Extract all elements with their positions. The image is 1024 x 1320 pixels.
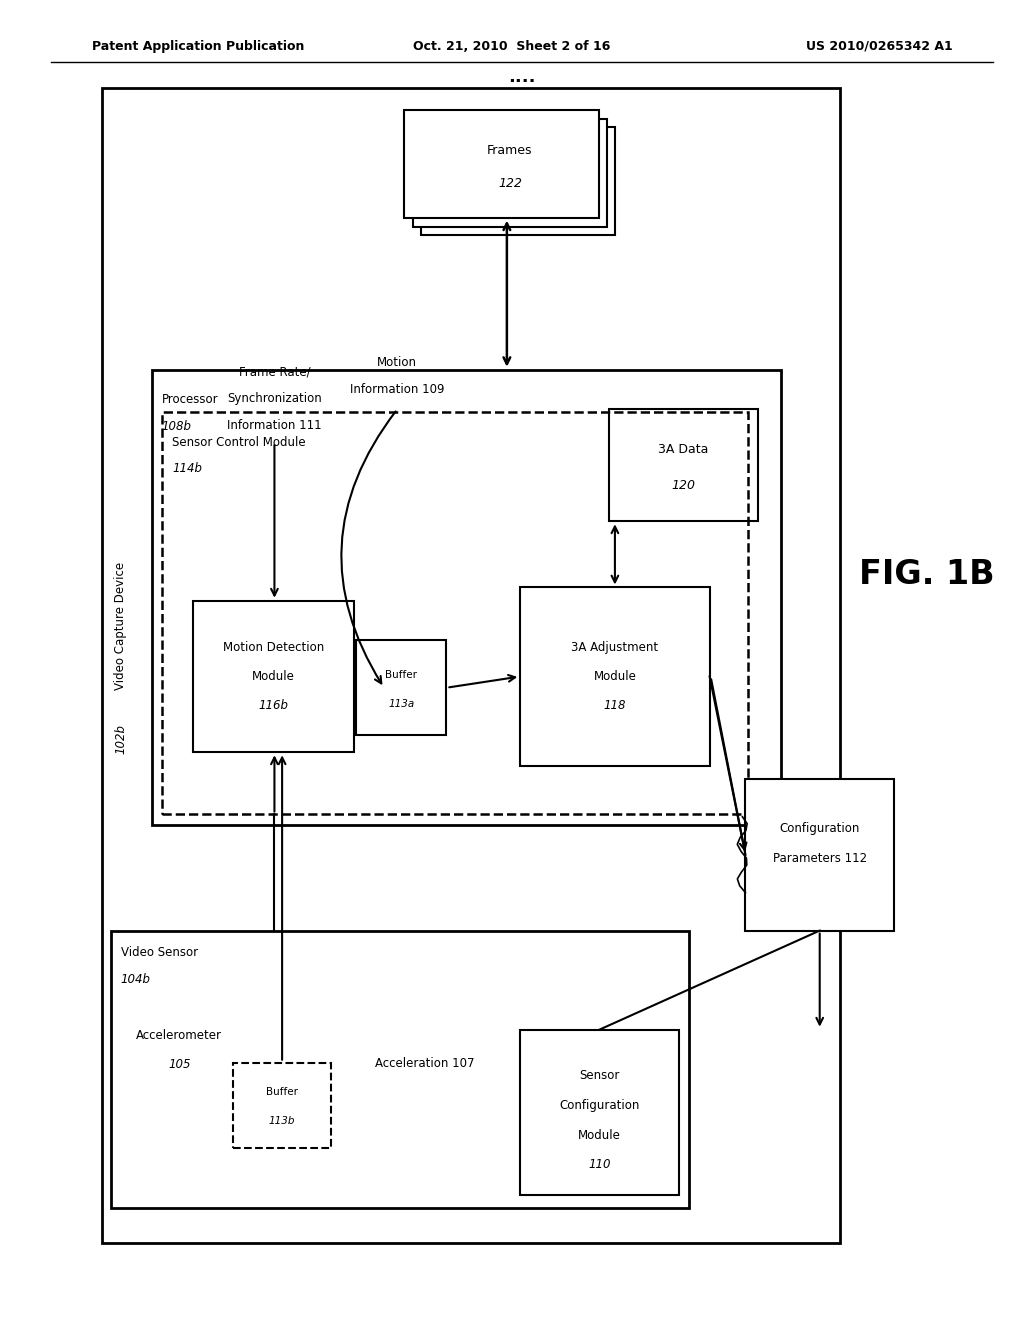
FancyBboxPatch shape — [520, 587, 710, 766]
Text: Processor: Processor — [162, 393, 218, 407]
Text: Buffer: Buffer — [385, 669, 418, 680]
Text: US 2010/0265342 A1: US 2010/0265342 A1 — [806, 40, 952, 53]
Text: Configuration: Configuration — [779, 822, 860, 834]
Text: 104b: 104b — [121, 973, 151, 986]
Text: Motion: Motion — [377, 356, 418, 370]
Text: 113a: 113a — [388, 698, 415, 709]
Text: 108b: 108b — [162, 420, 191, 433]
Text: Sensor Control Module: Sensor Control Module — [172, 436, 305, 449]
FancyBboxPatch shape — [152, 370, 781, 825]
Text: Oct. 21, 2010  Sheet 2 of 16: Oct. 21, 2010 Sheet 2 of 16 — [414, 40, 610, 53]
Text: FIG. 1B: FIG. 1B — [859, 557, 994, 591]
FancyBboxPatch shape — [404, 110, 599, 218]
Text: Sensor: Sensor — [580, 1069, 620, 1081]
Text: Configuration: Configuration — [559, 1100, 640, 1111]
Text: 110: 110 — [589, 1159, 610, 1171]
Text: Information 109: Information 109 — [350, 383, 444, 396]
Text: Buffer: Buffer — [266, 1088, 298, 1097]
Text: Video Capture Device: Video Capture Device — [115, 562, 127, 690]
Text: 102b: 102b — [115, 723, 127, 754]
FancyBboxPatch shape — [520, 1030, 679, 1195]
FancyBboxPatch shape — [421, 127, 615, 235]
Text: 3A Data: 3A Data — [658, 444, 709, 455]
Text: 114b: 114b — [172, 462, 202, 475]
Text: 113b: 113b — [269, 1117, 295, 1126]
Text: Information 111: Information 111 — [227, 418, 322, 432]
FancyBboxPatch shape — [356, 640, 446, 735]
Text: 122: 122 — [498, 177, 522, 190]
FancyBboxPatch shape — [111, 931, 689, 1208]
Text: Module: Module — [252, 671, 295, 682]
FancyBboxPatch shape — [102, 88, 840, 1243]
Text: 120: 120 — [672, 479, 695, 491]
Text: 118: 118 — [604, 700, 626, 711]
Text: 116b: 116b — [258, 700, 289, 711]
Text: Patent Application Publication: Patent Application Publication — [92, 40, 304, 53]
FancyBboxPatch shape — [745, 779, 894, 931]
Text: Video Sensor: Video Sensor — [121, 946, 198, 960]
Text: Acceleration 107: Acceleration 107 — [375, 1057, 475, 1071]
Text: 3A Adjustment: 3A Adjustment — [571, 642, 658, 653]
Text: Synchronization: Synchronization — [227, 392, 322, 405]
Text: 105: 105 — [168, 1059, 190, 1072]
Text: Frames: Frames — [487, 144, 532, 157]
FancyBboxPatch shape — [193, 601, 354, 752]
Text: Module: Module — [594, 671, 636, 682]
Text: Accelerometer: Accelerometer — [136, 1030, 222, 1043]
Text: ....: .... — [509, 67, 536, 86]
Text: Module: Module — [579, 1130, 621, 1142]
Text: Frame Rate/: Frame Rate/ — [239, 366, 310, 379]
Text: Parameters 112: Parameters 112 — [773, 853, 866, 865]
FancyBboxPatch shape — [413, 119, 607, 227]
FancyBboxPatch shape — [233, 1063, 331, 1148]
FancyBboxPatch shape — [609, 409, 758, 521]
Text: Motion Detection: Motion Detection — [223, 642, 324, 653]
